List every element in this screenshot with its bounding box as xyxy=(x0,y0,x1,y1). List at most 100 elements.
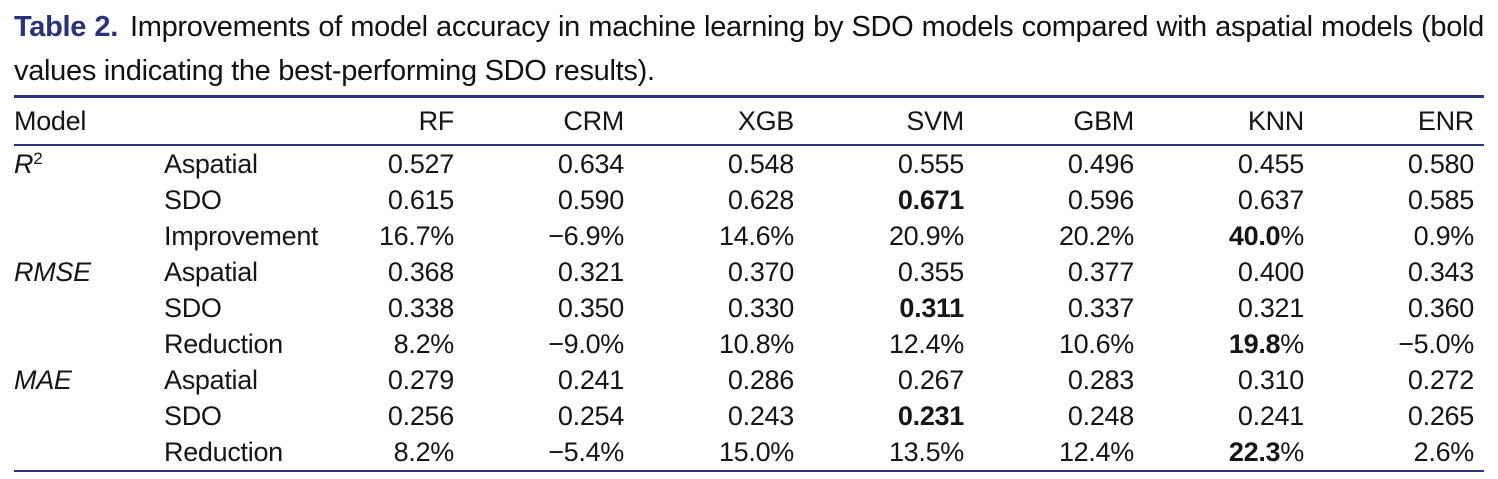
variant-cell: Aspatial xyxy=(164,148,258,179)
metric-name: RMSE xyxy=(14,256,91,287)
value-cell: 0.310 xyxy=(1237,364,1304,395)
table-head: Model RF CRM XGB SVM GBM KNN ENR xyxy=(14,96,1484,146)
value-cell: 0.248 xyxy=(1067,400,1134,431)
value-cell: 0.628 xyxy=(727,184,794,215)
value-cell: 0.267 xyxy=(897,364,964,395)
metric-cell xyxy=(14,182,164,218)
value-cell: −5.0% xyxy=(1398,328,1474,359)
value-cell: 0.279 xyxy=(387,364,454,395)
value-cell: 12.4% xyxy=(888,328,964,359)
value-cell: 12.4% xyxy=(1058,436,1134,467)
metric-cell xyxy=(14,290,164,326)
value-cell: 0.330 xyxy=(727,292,794,323)
value-cell: −9.0% xyxy=(548,328,624,359)
metric-cell xyxy=(14,218,164,254)
value-cell: 0.338 xyxy=(387,292,454,323)
value-cell: 10.8% xyxy=(718,328,794,359)
variant-cell: Reduction xyxy=(164,436,283,467)
value-cell: 0.283 xyxy=(1067,364,1134,395)
col-header-blank xyxy=(164,96,334,146)
value-cell: 0.343 xyxy=(1407,256,1474,287)
value-cell: 0.585 xyxy=(1407,184,1474,215)
value-cell: 10.6% xyxy=(1058,328,1134,359)
value-cell: 15.0% xyxy=(718,436,794,467)
metric-cell xyxy=(14,326,164,362)
value-cell: 0.321 xyxy=(1237,292,1304,323)
variant-cell: SDO xyxy=(164,184,222,215)
best-value: 0.671 xyxy=(897,184,964,215)
variant-cell: SDO xyxy=(164,292,222,323)
value-cell: 0.455 xyxy=(1237,148,1304,179)
value-cell: 40.0% xyxy=(1228,220,1304,251)
value-cell: −5.4% xyxy=(548,436,624,467)
metric-cell xyxy=(14,434,164,471)
col-header-enr: ENR xyxy=(1314,96,1484,146)
value-cell: 0.527 xyxy=(387,148,454,179)
table-caption: Table 2. Improvements of model accuracy i… xyxy=(14,5,1484,93)
value-cell: 0.596 xyxy=(1067,184,1134,215)
value-cell: 0.241 xyxy=(557,364,624,395)
best-value: 19.8 xyxy=(1228,328,1281,359)
value-cell: 8.2% xyxy=(393,436,455,467)
value-cell: 0.580 xyxy=(1407,148,1474,179)
metric-superscript: 2 xyxy=(33,148,43,168)
table-row: SDO 0.256 0.254 0.243 0.231 0.248 0.241 0.265 xyxy=(14,398,1484,434)
variant-cell: Aspatial xyxy=(164,256,258,287)
col-header-rf: RF xyxy=(334,96,464,146)
value-cell: −6.9% xyxy=(548,220,624,251)
best-value: 22.3 xyxy=(1228,436,1281,467)
value-cell: 0.265 xyxy=(1407,400,1474,431)
table-caption-text: Improvements of model accuracy in machin… xyxy=(14,11,1484,87)
table-row: MAE Aspatial 0.279 0.241 0.286 0.267 0.283 0.31… xyxy=(14,362,1484,398)
value-cell: 0.360 xyxy=(1407,292,1474,323)
value-cell: 0.548 xyxy=(727,148,794,179)
col-header-xgb: XGB xyxy=(634,96,804,146)
value-cell: 0.400 xyxy=(1237,256,1304,287)
value-cell: 0.243 xyxy=(727,400,794,431)
value-cell: 0.368 xyxy=(387,256,454,287)
variant-cell: SDO xyxy=(164,400,222,431)
variant-cell: Aspatial xyxy=(164,364,258,395)
best-value: 0.311 xyxy=(899,292,964,323)
header-row: Model RF CRM XGB SVM GBM KNN ENR xyxy=(14,96,1484,146)
value-cell: 0.615 xyxy=(387,184,454,215)
value-cell: 0.9% xyxy=(1413,220,1475,251)
value-cell: 0.241 xyxy=(1237,400,1304,431)
best-value: 0.231 xyxy=(897,400,964,431)
table-row: SDO 0.615 0.590 0.628 0.671 0.596 0.637 0.585 xyxy=(14,182,1484,218)
value-cell: 0.671 xyxy=(804,182,974,218)
value-cell: 20.9% xyxy=(888,220,964,251)
value-cell: 0.321 xyxy=(557,256,624,287)
value-cell: 0.555 xyxy=(897,148,964,179)
table-row: R2 Aspatial 0.527 0.634 0.548 0.555 0.496 0.455… xyxy=(14,145,1484,182)
table-row: SDO 0.338 0.350 0.330 0.311 0.337 0.321 0.360 xyxy=(14,290,1484,326)
metric-name: R xyxy=(14,148,34,179)
col-header-model: Model xyxy=(14,96,164,146)
value-cell: 0.637 xyxy=(1237,184,1304,215)
value-cell: 0.337 xyxy=(1067,292,1134,323)
value-cell: 0.254 xyxy=(557,400,624,431)
value-cell: 0.231 xyxy=(804,398,974,434)
col-header-svm: SVM xyxy=(804,96,974,146)
table-body: R2 Aspatial 0.527 0.634 0.548 0.555 0.496 0.455… xyxy=(14,145,1484,471)
table-caption-label: Table 2. xyxy=(14,11,118,43)
value-cell: 0.286 xyxy=(727,364,794,395)
value-cell: 0.370 xyxy=(727,256,794,287)
metric-cell: RMSE xyxy=(14,254,164,290)
value-cell: 22.3% xyxy=(1228,436,1304,467)
value-cell: 13.5% xyxy=(888,436,964,467)
col-header-knn: KNN xyxy=(1144,96,1314,146)
value-cell: 0.350 xyxy=(557,292,624,323)
col-header-crm: CRM xyxy=(464,96,634,146)
table-row: Improvement 16.7% −6.9% 14.6% 20.9% 20.2% 40.0… xyxy=(14,218,1484,254)
value-cell: 14.6% xyxy=(718,220,794,251)
table-row: RMSE Aspatial 0.368 0.321 0.370 0.355 0.377 0.4… xyxy=(14,254,1484,290)
value-cell: 0.272 xyxy=(1407,364,1474,395)
metric-cell xyxy=(14,398,164,434)
value-cell: 20.2% xyxy=(1058,220,1134,251)
metric-cell: MAE xyxy=(14,362,164,398)
value-cell: 0.634 xyxy=(557,148,624,179)
variant-cell: Improvement xyxy=(164,220,319,251)
value-cell: 0.311 xyxy=(804,290,974,326)
